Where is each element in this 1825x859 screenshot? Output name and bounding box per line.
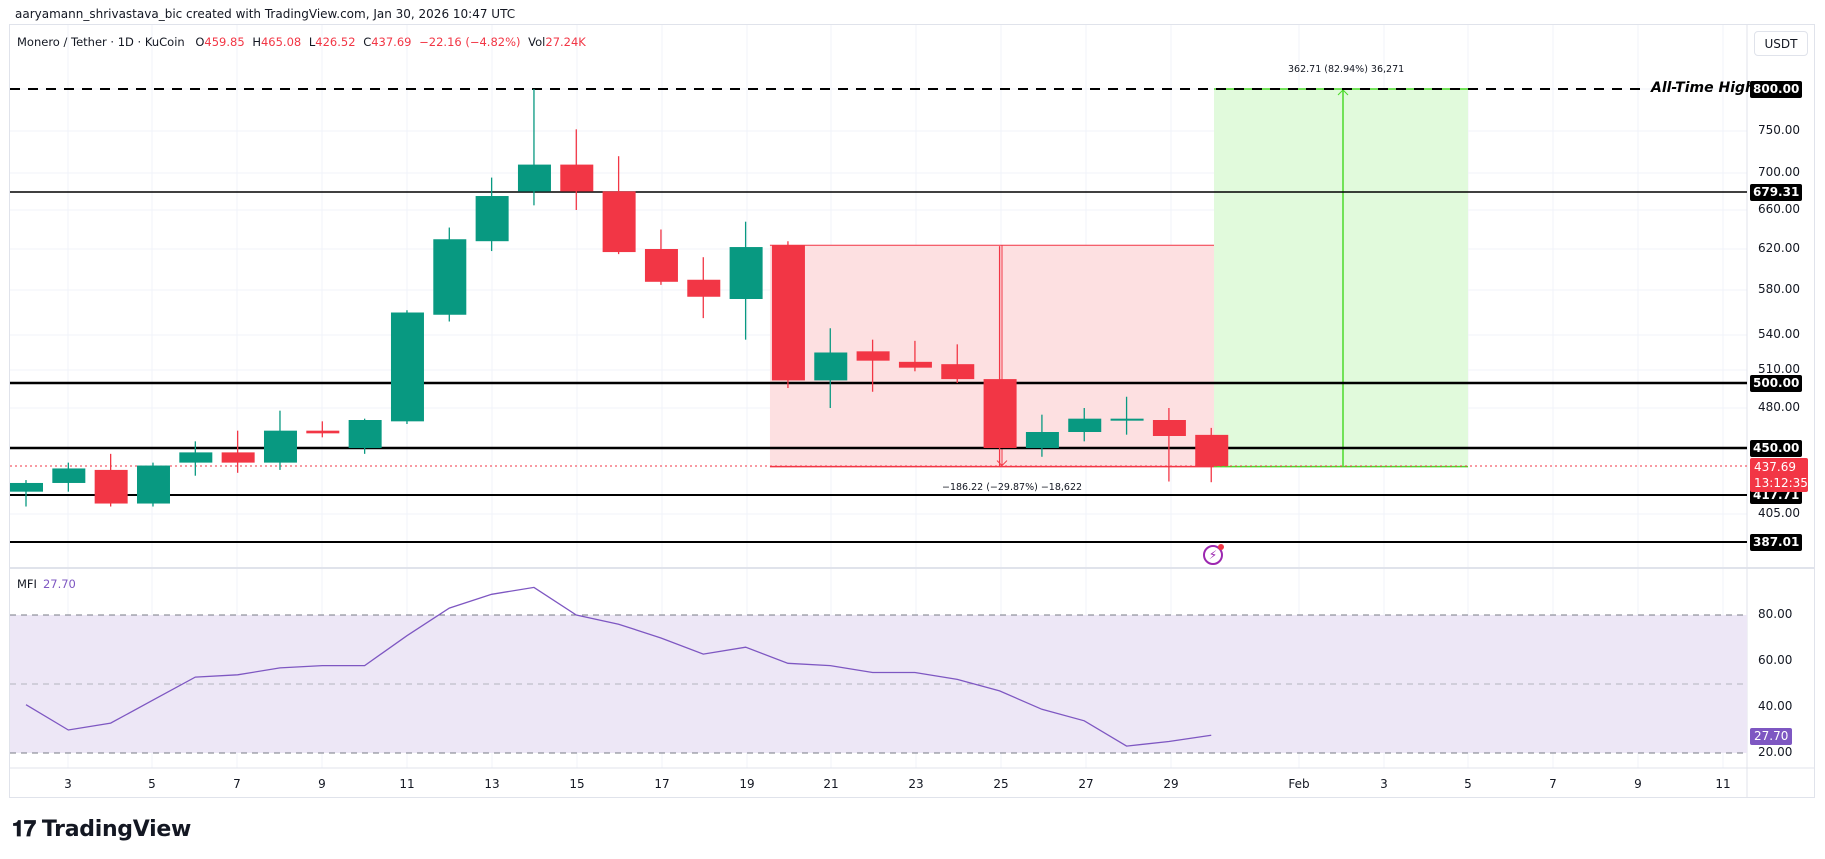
price-tick: 540.00 bbox=[1758, 327, 1800, 341]
mfi-pane bbox=[10, 586, 1747, 754]
symbol-legend: Monero / Tether · 1D · KuCoin O459.85 H4… bbox=[17, 35, 586, 49]
time-tick: 7 bbox=[1549, 777, 1557, 791]
price-tick: 480.00 bbox=[1758, 400, 1800, 414]
price-tick: 405.00 bbox=[1758, 506, 1800, 520]
high-value: 465.08 bbox=[260, 35, 302, 49]
price-tick: 510.00 bbox=[1758, 362, 1800, 376]
price-tick: 580.00 bbox=[1758, 282, 1800, 296]
time-tick: 13 bbox=[484, 777, 500, 791]
time-tick: 19 bbox=[739, 777, 755, 791]
tradingview-logo-text: TradingView bbox=[41, 817, 191, 842]
current-price-tag: 437.69 13:12:35 bbox=[1750, 458, 1808, 492]
horizontal-levels bbox=[10, 88, 1747, 543]
price-level-tag: 679.31 bbox=[1750, 184, 1803, 201]
time-tick: 9 bbox=[318, 777, 326, 791]
high-label: H bbox=[252, 35, 261, 49]
price-level-tag: 500.00 bbox=[1750, 375, 1803, 392]
price-tick: 620.00 bbox=[1758, 241, 1800, 255]
time-tick: 7 bbox=[233, 777, 241, 791]
long-position-measure: 362.71 (82.94%) 36,271 bbox=[1288, 64, 1405, 75]
all-time-high-label: All-Time High bbox=[1651, 80, 1755, 96]
mfi-label[interactable]: MFI bbox=[17, 577, 37, 591]
close-label: C bbox=[363, 35, 372, 49]
lightning-event-icon[interactable]: ⚡ bbox=[1203, 544, 1224, 565]
chart-frame bbox=[9, 24, 1815, 798]
position-zones bbox=[769, 88, 1468, 468]
mfi-legend: MFI 27.70 bbox=[17, 577, 76, 591]
attribution-text: aaryamann_shrivastava_bic created with T… bbox=[15, 7, 516, 21]
tradingview-logo[interactable]: 𝟏𝟕 TradingView bbox=[12, 817, 191, 842]
mfi-tick: 40.00 bbox=[1758, 699, 1793, 713]
mfi-value: 27.70 bbox=[42, 577, 76, 591]
current-price: 437.69 bbox=[1754, 460, 1796, 474]
price-level-tag: 387.01 bbox=[1750, 534, 1803, 551]
time-tick: 5 bbox=[148, 777, 156, 791]
price-tick: 700.00 bbox=[1758, 165, 1800, 179]
price-level-tag: 800.00 bbox=[1750, 81, 1803, 98]
short-position-measure: −186.22 (−29.87%) −18,622 bbox=[942, 482, 1083, 493]
mfi-tick: 60.00 bbox=[1758, 653, 1793, 667]
close-value: 437.69 bbox=[371, 35, 412, 49]
open-value: 459.85 bbox=[204, 35, 245, 49]
symbol-name[interactable]: Monero / Tether · 1D · KuCoin bbox=[17, 35, 185, 49]
price-tick: 750.00 bbox=[1758, 123, 1800, 137]
time-tick: 23 bbox=[908, 777, 924, 791]
time-tick: 21 bbox=[823, 777, 839, 791]
price-tick: 660.00 bbox=[1758, 202, 1800, 216]
mfi-tick: 80.00 bbox=[1758, 607, 1793, 621]
candles bbox=[10, 89, 1229, 507]
mfi-tick: 20.00 bbox=[1758, 745, 1793, 759]
currency-button[interactable]: USDT bbox=[1754, 31, 1808, 56]
time-tick: 15 bbox=[569, 777, 585, 791]
open-label: O bbox=[195, 35, 205, 49]
time-tick: 3 bbox=[1380, 777, 1388, 791]
low-label: L bbox=[308, 35, 316, 49]
time-tick: 3 bbox=[64, 777, 72, 791]
time-tick: 29 bbox=[1163, 777, 1179, 791]
notification-dot bbox=[1218, 544, 1224, 550]
mfi-value-tag: 27.70 bbox=[1750, 728, 1793, 745]
time-tick: 25 bbox=[993, 777, 1009, 791]
time-tick: 9 bbox=[1634, 777, 1642, 791]
time-tick: 5 bbox=[1464, 777, 1472, 791]
candle-countdown: 13:12:35 bbox=[1754, 476, 1808, 490]
time-tick: 27 bbox=[1078, 777, 1094, 791]
price-level-tag: 450.00 bbox=[1750, 440, 1803, 457]
volume-label: Vol bbox=[528, 35, 546, 49]
low-value: 426.52 bbox=[315, 35, 356, 49]
time-tick: 17 bbox=[654, 777, 670, 791]
change-value: −22.16 (−4.82%) bbox=[419, 35, 521, 49]
volume-value: 27.24K bbox=[545, 35, 586, 49]
time-tick: 11 bbox=[1715, 777, 1731, 791]
tradingview-logo-icon: 𝟏𝟕 bbox=[12, 817, 36, 842]
time-tick: 11 bbox=[399, 777, 415, 791]
time-tick: Feb bbox=[1288, 777, 1310, 791]
